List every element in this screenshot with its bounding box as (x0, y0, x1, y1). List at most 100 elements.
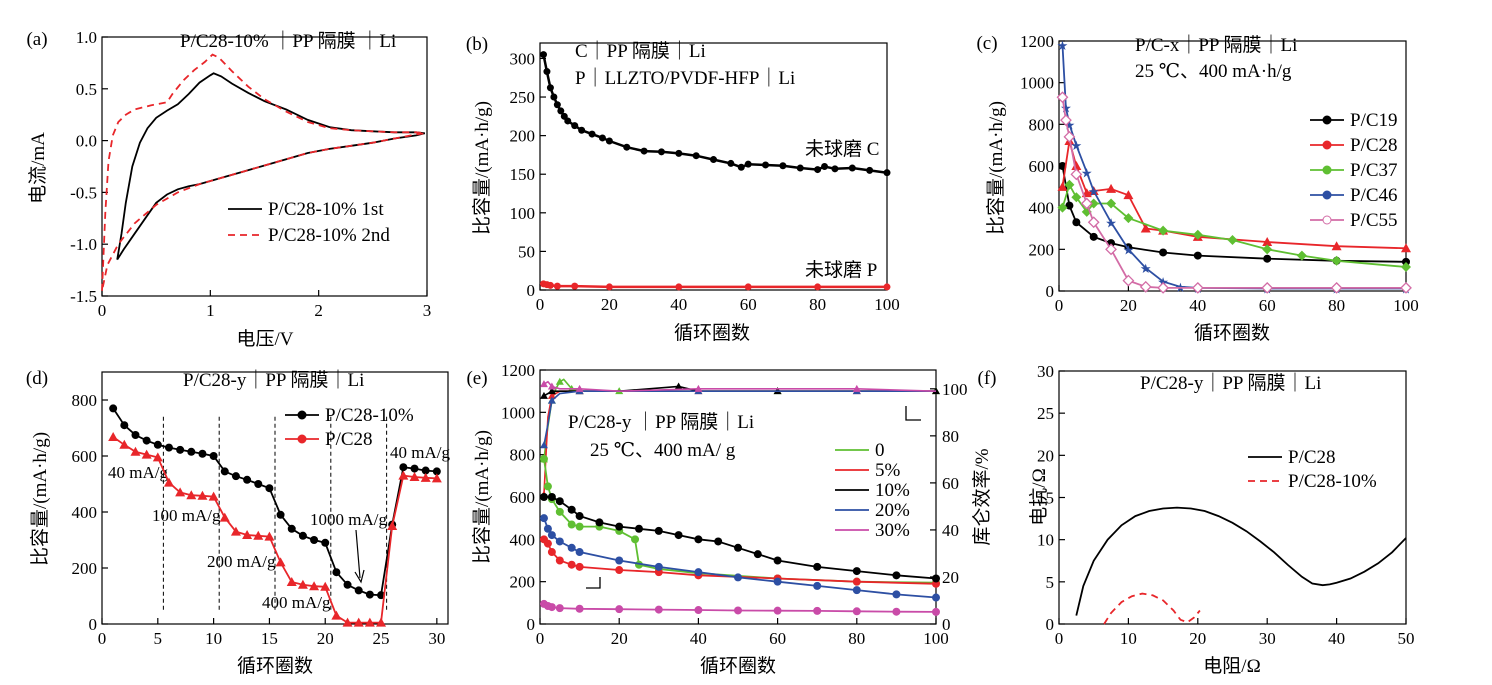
data-point (539, 493, 548, 501)
data-point (1088, 198, 1099, 209)
data-point (1330, 281, 1343, 294)
data-point (1063, 130, 1076, 143)
data-point (605, 283, 613, 291)
data-point (1157, 281, 1170, 294)
data-point (675, 283, 683, 291)
data-point (197, 490, 208, 500)
data-point (734, 573, 742, 582)
data-point (744, 160, 752, 168)
efficiency-point (547, 382, 556, 390)
x-tick-label: 100 (923, 629, 949, 648)
data-point (543, 524, 552, 533)
y-tick-label: 600 (72, 447, 98, 466)
data-point (1080, 197, 1093, 210)
data-point (932, 607, 940, 616)
y-tick-label: 20 (1037, 446, 1054, 465)
left-axis-arrow (586, 577, 601, 589)
efficiency-point (539, 380, 548, 388)
data-point (831, 165, 839, 173)
panel-letter: (f) (978, 368, 997, 389)
data-point (727, 159, 735, 167)
panel-letter: (c) (976, 33, 997, 54)
data-point (119, 439, 130, 449)
data-point (635, 524, 643, 533)
data-point (762, 161, 770, 169)
series-line-4 (1061, 97, 1406, 289)
x-tick-label: 0 (1055, 296, 1064, 315)
data-point (543, 482, 552, 491)
efficiency-line-4 (543, 380, 937, 392)
data-point (564, 117, 572, 125)
data-point (1401, 262, 1411, 273)
data-point (694, 606, 703, 615)
data-point (773, 606, 782, 615)
x-tick-label: 40 (690, 629, 707, 648)
data-point (163, 477, 174, 487)
data-point (1191, 281, 1204, 294)
legend-marker (297, 410, 307, 420)
data-point (1105, 243, 1117, 256)
data-point (1060, 114, 1072, 127)
data-point (1262, 237, 1273, 247)
legend-marker (1322, 140, 1332, 150)
data-point (737, 163, 745, 171)
data-point (276, 510, 285, 519)
data-point (153, 440, 162, 449)
y-tick-label: 150 (510, 165, 536, 184)
x-tick-label: 50 (1398, 629, 1415, 648)
rate-arrow (355, 529, 361, 579)
data-point (848, 164, 856, 172)
x-tick-label: 100 (874, 295, 900, 314)
legend-label-1: P/C28 (1350, 135, 1398, 156)
data-point (932, 593, 940, 602)
efficiency-point (547, 387, 556, 395)
data-point (605, 137, 613, 145)
chart-annotation: 未球磨 P (805, 259, 877, 281)
data-point (578, 126, 586, 134)
series-line-1 (112, 436, 437, 624)
data-point (1064, 179, 1075, 190)
data-point (1262, 244, 1273, 255)
x-tick-label: 0 (536, 295, 545, 314)
data-point (553, 101, 561, 109)
data-point (420, 472, 431, 482)
data-point (567, 505, 576, 514)
data-point (813, 581, 822, 590)
data-point: ★ (1105, 216, 1117, 231)
right-axis-arrow (905, 406, 921, 421)
data-point (575, 512, 584, 521)
data-point (253, 530, 264, 540)
data-point (852, 607, 861, 616)
data-point (615, 605, 624, 614)
y-tick-label: 300 (510, 49, 536, 68)
y-axis-label: 比容量/(mA·h/g) (471, 101, 493, 235)
y-tick-label: 800 (510, 446, 536, 465)
y-tick-label: 0.0 (76, 132, 97, 151)
series-line-1 (101, 53, 425, 291)
data-point (567, 560, 576, 569)
legend-label-4: 30% (875, 520, 910, 541)
chart-annotation: 40 mA/g (108, 463, 168, 482)
panel-letter: (a) (26, 29, 47, 50)
y-tick-label: 800 (1029, 115, 1055, 134)
data-point (773, 556, 782, 565)
y-tick-label: 1200 (1020, 32, 1054, 51)
data-point (595, 518, 604, 527)
data-point (546, 84, 554, 92)
data-point (753, 550, 762, 559)
y2-tick-label: 80 (942, 427, 959, 446)
data-point (164, 443, 173, 452)
data-point (1263, 254, 1272, 263)
data-point (131, 431, 140, 439)
rate-arrow-head (354, 569, 365, 584)
data-point (598, 134, 606, 142)
legend-label-1: P/C28-10% 2nd (268, 225, 390, 246)
data-point (883, 169, 891, 177)
x-axis-label: 循环圈数 (237, 655, 313, 677)
data-point (1123, 213, 1134, 224)
chart-title: C｜PP 隔膜｜Li (575, 40, 706, 62)
legend-label-3: P/C46 (1350, 185, 1398, 206)
data-point (821, 163, 829, 170)
data-point (377, 591, 386, 600)
y-tick-label: 200 (510, 573, 536, 592)
